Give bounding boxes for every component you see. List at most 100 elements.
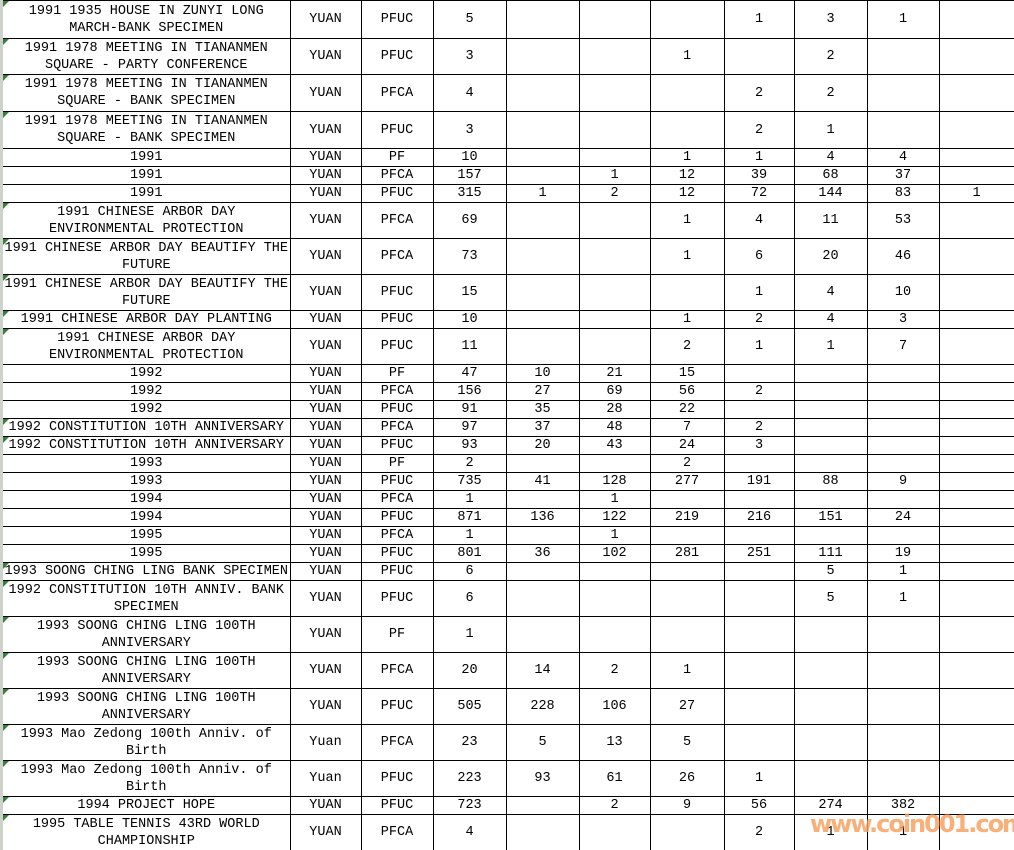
cell-count[interactable]: 1 [723, 328, 795, 365]
cell-count[interactable] [505, 274, 580, 311]
cell-description[interactable]: 1992 CONSTITUTION 10TH ANNIVERSARY [3, 436, 291, 455]
cell-count[interactable]: 5 [505, 724, 580, 761]
cell-description[interactable]: 1993 [3, 472, 291, 491]
cell-grade[interactable]: PFCA [360, 418, 434, 437]
cell-count[interactable] [505, 490, 580, 509]
cell-count[interactable]: 223 [432, 760, 507, 797]
cell-count[interactable] [938, 38, 1014, 75]
cell-count[interactable] [793, 652, 868, 689]
cell-count[interactable] [793, 400, 868, 419]
cell-grade[interactable]: PFCA [360, 652, 434, 689]
cell-count[interactable]: 1 [649, 38, 725, 75]
cell-count[interactable]: 4 [866, 148, 940, 167]
cell-description[interactable]: 1992 [3, 400, 291, 419]
cell-count[interactable]: 1 [578, 526, 651, 545]
cell-count[interactable]: 4 [432, 814, 507, 850]
cell-count[interactable] [866, 436, 940, 455]
cell-count[interactable]: 2 [723, 310, 795, 329]
cell-count[interactable]: 156 [432, 382, 507, 401]
cell-grade[interactable]: PFCA [360, 74, 434, 112]
cell-count[interactable] [505, 111, 580, 149]
cell-count[interactable] [793, 526, 868, 545]
cell-count[interactable]: 1 [649, 652, 725, 689]
cell-count[interactable]: 13 [578, 724, 651, 761]
cell-currency[interactable]: YUAN [289, 328, 362, 365]
cell-count[interactable] [505, 526, 580, 545]
cell-count[interactable] [793, 724, 868, 761]
cell-count[interactable]: 6 [432, 580, 507, 617]
cell-count[interactable] [723, 38, 795, 75]
cell-count[interactable]: 128 [578, 472, 651, 491]
cell-count[interactable]: 3 [793, 0, 868, 39]
cell-count[interactable] [938, 400, 1014, 419]
cell-count[interactable] [723, 454, 795, 473]
cell-count[interactable] [866, 111, 940, 149]
cell-count[interactable]: 2 [793, 74, 868, 112]
cell-count[interactable]: 12 [649, 184, 725, 203]
cell-count[interactable] [578, 148, 651, 167]
cell-count[interactable]: 56 [649, 382, 725, 401]
cell-currency[interactable]: YUAN [289, 184, 362, 203]
cell-count[interactable]: 48 [578, 418, 651, 437]
cell-count[interactable]: 20 [505, 436, 580, 455]
cell-count[interactable] [866, 490, 940, 509]
cell-count[interactable] [793, 760, 868, 797]
cell-currency[interactable]: YUAN [289, 148, 362, 167]
cell-count[interactable]: 219 [649, 508, 725, 527]
cell-count[interactable] [505, 328, 580, 365]
cell-count[interactable]: 4 [793, 274, 868, 311]
cell-grade[interactable]: PF [360, 364, 434, 383]
cell-count[interactable] [578, 38, 651, 75]
cell-count[interactable] [866, 760, 940, 797]
cell-count[interactable] [938, 436, 1014, 455]
cell-description[interactable]: 1992 CONSTITUTION 10TH ANNIVERSARY [3, 418, 291, 437]
cell-count[interactable]: 22 [649, 400, 725, 419]
cell-count[interactable] [866, 364, 940, 383]
cell-grade[interactable]: PFCA [360, 724, 434, 761]
cell-count[interactable]: 27 [505, 382, 580, 401]
cell-count[interactable]: 505 [432, 688, 507, 725]
cell-count[interactable] [578, 310, 651, 329]
cell-description[interactable]: 1993 SOONG CHING LING 100TH ANNIVERSARY [3, 616, 291, 653]
cell-currency[interactable]: YUAN [289, 796, 362, 815]
cell-currency[interactable]: YUAN [289, 238, 362, 275]
cell-count[interactable]: 228 [505, 688, 580, 725]
cell-count[interactable] [938, 562, 1014, 581]
cell-description[interactable]: 1991 1978 MEETING IN TIANANMEN SQUARE - … [3, 74, 291, 112]
cell-grade[interactable]: PFUC [360, 760, 434, 797]
cell-count[interactable]: 111 [793, 544, 868, 563]
cell-currency[interactable]: Yuan [289, 724, 362, 761]
cell-count[interactable] [938, 526, 1014, 545]
cell-count[interactable]: 37 [505, 418, 580, 437]
cell-count[interactable] [649, 111, 725, 149]
cell-count[interactable]: 5 [432, 0, 507, 39]
cell-count[interactable] [505, 166, 580, 185]
cell-grade[interactable]: PFCA [360, 490, 434, 509]
cell-count[interactable]: 27 [649, 688, 725, 725]
cell-count[interactable]: 1 [723, 0, 795, 39]
cell-count[interactable]: 801 [432, 544, 507, 563]
cell-count[interactable]: 157 [432, 166, 507, 185]
cell-grade[interactable]: PFCA [360, 382, 434, 401]
cell-count[interactable] [938, 490, 1014, 509]
cell-count[interactable]: 1 [866, 0, 940, 39]
cell-count[interactable] [723, 616, 795, 653]
cell-count[interactable] [793, 490, 868, 509]
cell-count[interactable] [793, 364, 868, 383]
cell-count[interactable]: 35 [505, 400, 580, 419]
cell-description[interactable]: 1994 [3, 508, 291, 527]
cell-count[interactable] [938, 724, 1014, 761]
cell-count[interactable]: 1 [578, 490, 651, 509]
cell-count[interactable] [723, 364, 795, 383]
cell-description[interactable]: 1991 [3, 166, 291, 185]
cell-grade[interactable]: PFUC [360, 0, 434, 39]
cell-count[interactable]: 39 [723, 166, 795, 185]
cell-count[interactable] [578, 238, 651, 275]
cell-count[interactable]: 1 [866, 580, 940, 617]
cell-grade[interactable]: PFUC [360, 38, 434, 75]
cell-description[interactable]: 1991 [3, 148, 291, 167]
cell-count[interactable] [938, 652, 1014, 689]
cell-count[interactable] [505, 148, 580, 167]
cell-count[interactable]: 2 [432, 454, 507, 473]
cell-count[interactable] [938, 418, 1014, 437]
